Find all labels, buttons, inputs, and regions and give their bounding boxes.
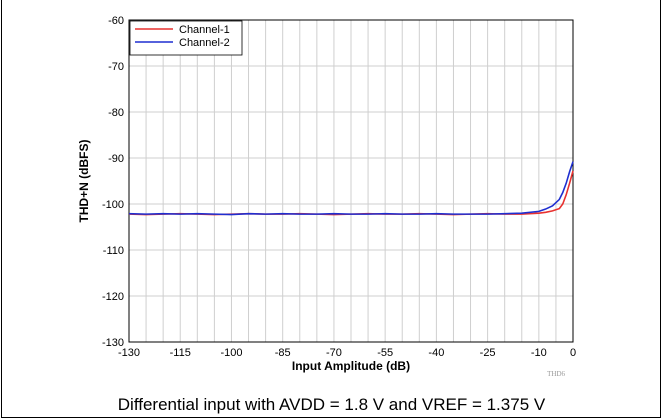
x-tick-label: -70 [326, 347, 342, 359]
series-layer [128, 161, 574, 216]
figure-caption: Differential input with AVDD = 1.8 V and… [117, 395, 546, 414]
y-tick-labels: -60 -70 -80 -90 -100 -110 -120 -130 [102, 15, 124, 349]
x-tick-label: -115 [170, 347, 191, 359]
x-tick-label: 0 [570, 347, 576, 359]
x-tick-label: -100 [220, 347, 242, 359]
legend-label-channel-2: Channel-2 [179, 37, 230, 49]
y-tick-label: -130 [102, 337, 124, 349]
grid [128, 19, 574, 343]
x-axis-label: Input Amplitude (dB) [292, 359, 410, 373]
x-tick-label: -85 [275, 347, 291, 359]
legend: Channel-1 Channel-2 [129, 20, 243, 56]
plot-border [128, 19, 574, 343]
y-tick-label: -80 [108, 107, 124, 119]
x-tick-labels: -130 -115 -100 -85 -70 -55 -40 -25 -10 0 [118, 347, 576, 359]
legend-box [129, 20, 243, 56]
y-tick-label: -120 [102, 291, 124, 303]
series-line-channel-2 [128, 161, 574, 216]
y-tick-label: -100 [102, 199, 124, 211]
x-tick-label: -10 [531, 347, 547, 359]
y-tick-label: -60 [108, 15, 124, 27]
y-tick-label: -110 [103, 245, 124, 257]
x-tick-label: -40 [428, 347, 444, 359]
x-tick-label: -25 [480, 347, 496, 359]
x-tick-label: -55 [377, 347, 393, 359]
thd-n-chart: -60-70-80-90-100-110-120-130 -130 -115 -10… [77, 15, 576, 378]
x-tick-label: -130 [118, 347, 140, 359]
figure-id: THD6 [547, 370, 565, 378]
legend-label-channel-1: Channel-1 [179, 24, 230, 36]
y-tick-label: -70 [108, 61, 124, 73]
y-axis-label: THD+N (dBFS) [77, 140, 91, 223]
y-tick-label: -90 [108, 153, 124, 165]
